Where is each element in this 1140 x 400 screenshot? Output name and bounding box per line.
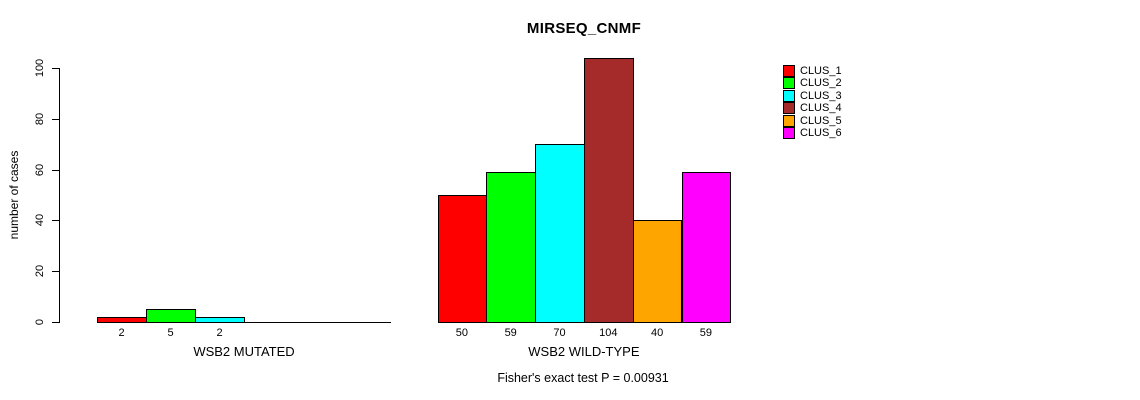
y-axis-line — [59, 68, 60, 323]
bar-clus_3 — [195, 316, 245, 323]
y-tick-label: 80 — [34, 112, 46, 125]
legend-swatch — [783, 102, 795, 115]
bar-clus_1 — [437, 195, 488, 323]
legend-label: CLUS_2 — [800, 77, 842, 90]
bar-value-label: 50 — [455, 327, 469, 339]
y-tick-mark — [52, 118, 59, 120]
bar-value-label: 5 — [167, 327, 174, 339]
legend-label: CLUS_1 — [800, 65, 842, 77]
bar-value-label: 2 — [118, 327, 125, 339]
y-tick-mark — [52, 68, 59, 69]
y-axis-label: number of cases — [7, 150, 21, 240]
legend-swatch — [783, 114, 795, 127]
bar-clus_1 — [97, 316, 147, 323]
fisher-test-footnote: Fisher's exact test P = 0.00931 — [497, 371, 669, 385]
legend-swatch — [783, 65, 795, 77]
legend-label: CLUS_6 — [800, 127, 842, 139]
bar-clus_2 — [146, 309, 196, 323]
bar-value-label: 59 — [699, 327, 713, 339]
y-tick-mark — [52, 220, 59, 222]
bar-clus_6 — [681, 172, 732, 323]
x-group-label: WSB2 WILD-TYPE — [528, 344, 640, 359]
y-tick-label: 40 — [34, 214, 46, 227]
legend-label: CLUS_4 — [800, 102, 842, 115]
bar-clus_2 — [486, 172, 537, 323]
y-tick-mark — [52, 169, 59, 171]
x-group-label: WSB2 MUTATED — [193, 344, 295, 359]
bar-clus_3 — [535, 144, 585, 323]
bar-value-label: 2 — [216, 327, 223, 339]
y-tick-mark — [52, 322, 59, 323]
bar-clus_4 — [583, 57, 634, 323]
y-tick-label: 60 — [34, 163, 46, 176]
bar-value-label: 104 — [599, 327, 618, 339]
legend-label: CLUS_5 — [800, 114, 842, 127]
bar-value-label: 59 — [504, 327, 517, 339]
legend-swatch — [783, 127, 795, 139]
bar-value-label: 40 — [650, 327, 664, 339]
legend-label: CLUS_3 — [800, 89, 842, 102]
legend-swatch — [783, 77, 795, 90]
bar-value-label: 70 — [553, 327, 566, 339]
y-tick-label: 20 — [34, 265, 46, 278]
bar-clus_5 — [632, 220, 683, 323]
y-tick-label: 100 — [34, 58, 46, 78]
chart-title: MIRSEQ_CNMF — [526, 20, 642, 37]
y-tick-mark — [52, 271, 59, 273]
y-tick-label: 0 — [34, 318, 46, 326]
legend-swatch — [783, 89, 795, 102]
